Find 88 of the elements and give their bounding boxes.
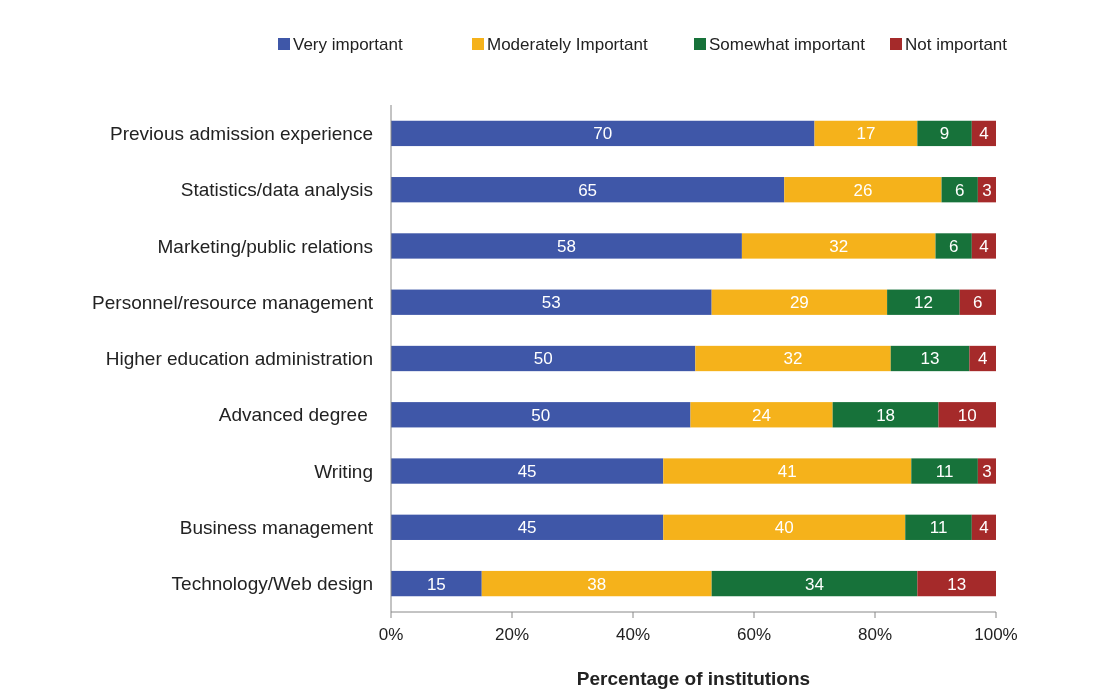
bar bbox=[391, 345, 696, 372]
data-label: 34 bbox=[805, 574, 824, 594]
bar bbox=[391, 120, 815, 147]
data-label: 6 bbox=[973, 293, 983, 313]
data-label: 32 bbox=[783, 349, 803, 369]
data-label: 58 bbox=[556, 236, 576, 256]
bar bbox=[711, 289, 888, 315]
data-label: 9 bbox=[939, 124, 950, 144]
y-tick-label: Personnel/resource management bbox=[92, 291, 374, 313]
bar bbox=[663, 514, 906, 540]
legend-label: Very important bbox=[293, 34, 403, 54]
data-label: 4 bbox=[979, 236, 989, 256]
bar bbox=[391, 514, 664, 540]
bar bbox=[391, 289, 712, 315]
bar bbox=[391, 570, 482, 597]
legend-label: Somewhat important bbox=[709, 34, 866, 54]
data-label: 29 bbox=[789, 293, 809, 313]
x-tick-label: 80% bbox=[857, 624, 893, 644]
bar bbox=[887, 289, 960, 315]
data-label: 45 bbox=[517, 461, 537, 481]
bar bbox=[391, 402, 691, 428]
bar bbox=[917, 120, 972, 147]
data-label: 4 bbox=[979, 518, 989, 538]
bar bbox=[741, 233, 936, 259]
bar bbox=[663, 458, 912, 484]
bar bbox=[832, 402, 939, 428]
legend-label: Moderately Important bbox=[487, 34, 648, 54]
bar bbox=[690, 402, 833, 428]
data-label: 70 bbox=[593, 124, 613, 144]
data-label: 6 bbox=[954, 180, 965, 200]
x-tick-label: 60% bbox=[736, 624, 772, 644]
y-tick-label: Writing bbox=[314, 460, 373, 482]
data-label: 53 bbox=[541, 293, 561, 313]
x-tick-label: 100% bbox=[974, 624, 1018, 644]
data-label: 12 bbox=[913, 293, 933, 313]
data-label: 40 bbox=[774, 518, 794, 538]
y-tick-label: Business management bbox=[179, 516, 374, 538]
data-label: 6 bbox=[948, 236, 959, 256]
data-label: 24 bbox=[752, 405, 772, 425]
bar bbox=[481, 570, 712, 597]
data-label: 50 bbox=[533, 349, 553, 369]
data-label: 26 bbox=[853, 180, 873, 200]
y-tick-label: Higher education administration bbox=[105, 348, 373, 370]
data-label: 50 bbox=[531, 405, 551, 425]
data-label: 11 bbox=[929, 518, 948, 538]
data-label: 41 bbox=[777, 461, 797, 481]
data-label: 18 bbox=[876, 405, 896, 425]
bar bbox=[391, 458, 664, 484]
bar bbox=[941, 177, 978, 203]
bar bbox=[391, 177, 785, 203]
data-label: 38 bbox=[587, 574, 607, 594]
bar bbox=[938, 402, 996, 428]
data-label: 17 bbox=[856, 124, 876, 144]
data-label: 11 bbox=[935, 461, 954, 481]
data-label: 13 bbox=[947, 574, 967, 594]
x-tick-label: 0% bbox=[378, 624, 404, 644]
bar bbox=[971, 233, 996, 259]
bar bbox=[711, 570, 918, 597]
y-tick-label: Advanced degree bbox=[218, 404, 373, 426]
data-label: 4 bbox=[977, 349, 988, 369]
data-label: 15 bbox=[426, 574, 446, 594]
bar bbox=[911, 458, 978, 484]
x-tick-label: 20% bbox=[494, 624, 530, 644]
data-label: 10 bbox=[957, 405, 977, 425]
bar bbox=[959, 289, 996, 315]
y-tick-label: Technology/Web design bbox=[171, 573, 373, 595]
bar bbox=[890, 345, 970, 372]
data-label: 3 bbox=[982, 180, 992, 200]
bar bbox=[814, 120, 918, 147]
bar bbox=[784, 177, 942, 203]
legend-label: Not important bbox=[905, 34, 1008, 54]
data-label: 4 bbox=[979, 124, 989, 144]
bar bbox=[969, 345, 996, 372]
bar bbox=[917, 570, 996, 597]
bar bbox=[391, 233, 742, 259]
data-label: 13 bbox=[920, 349, 940, 369]
data-label: 45 bbox=[517, 518, 537, 538]
x-axis-title: Percentage of institutions bbox=[576, 667, 811, 689]
bar bbox=[695, 345, 891, 372]
bar bbox=[935, 233, 972, 259]
y-tick-label: Marketing/public relations bbox=[157, 235, 373, 257]
x-tick-label: 40% bbox=[615, 624, 651, 644]
data-label: 32 bbox=[829, 236, 849, 256]
y-tick-label: Statistics/data analysis bbox=[180, 179, 373, 201]
y-tick-label: Previous admission experience bbox=[110, 123, 373, 145]
data-label: 65 bbox=[578, 180, 598, 200]
data-label: 3 bbox=[982, 461, 992, 481]
bar bbox=[905, 514, 972, 540]
